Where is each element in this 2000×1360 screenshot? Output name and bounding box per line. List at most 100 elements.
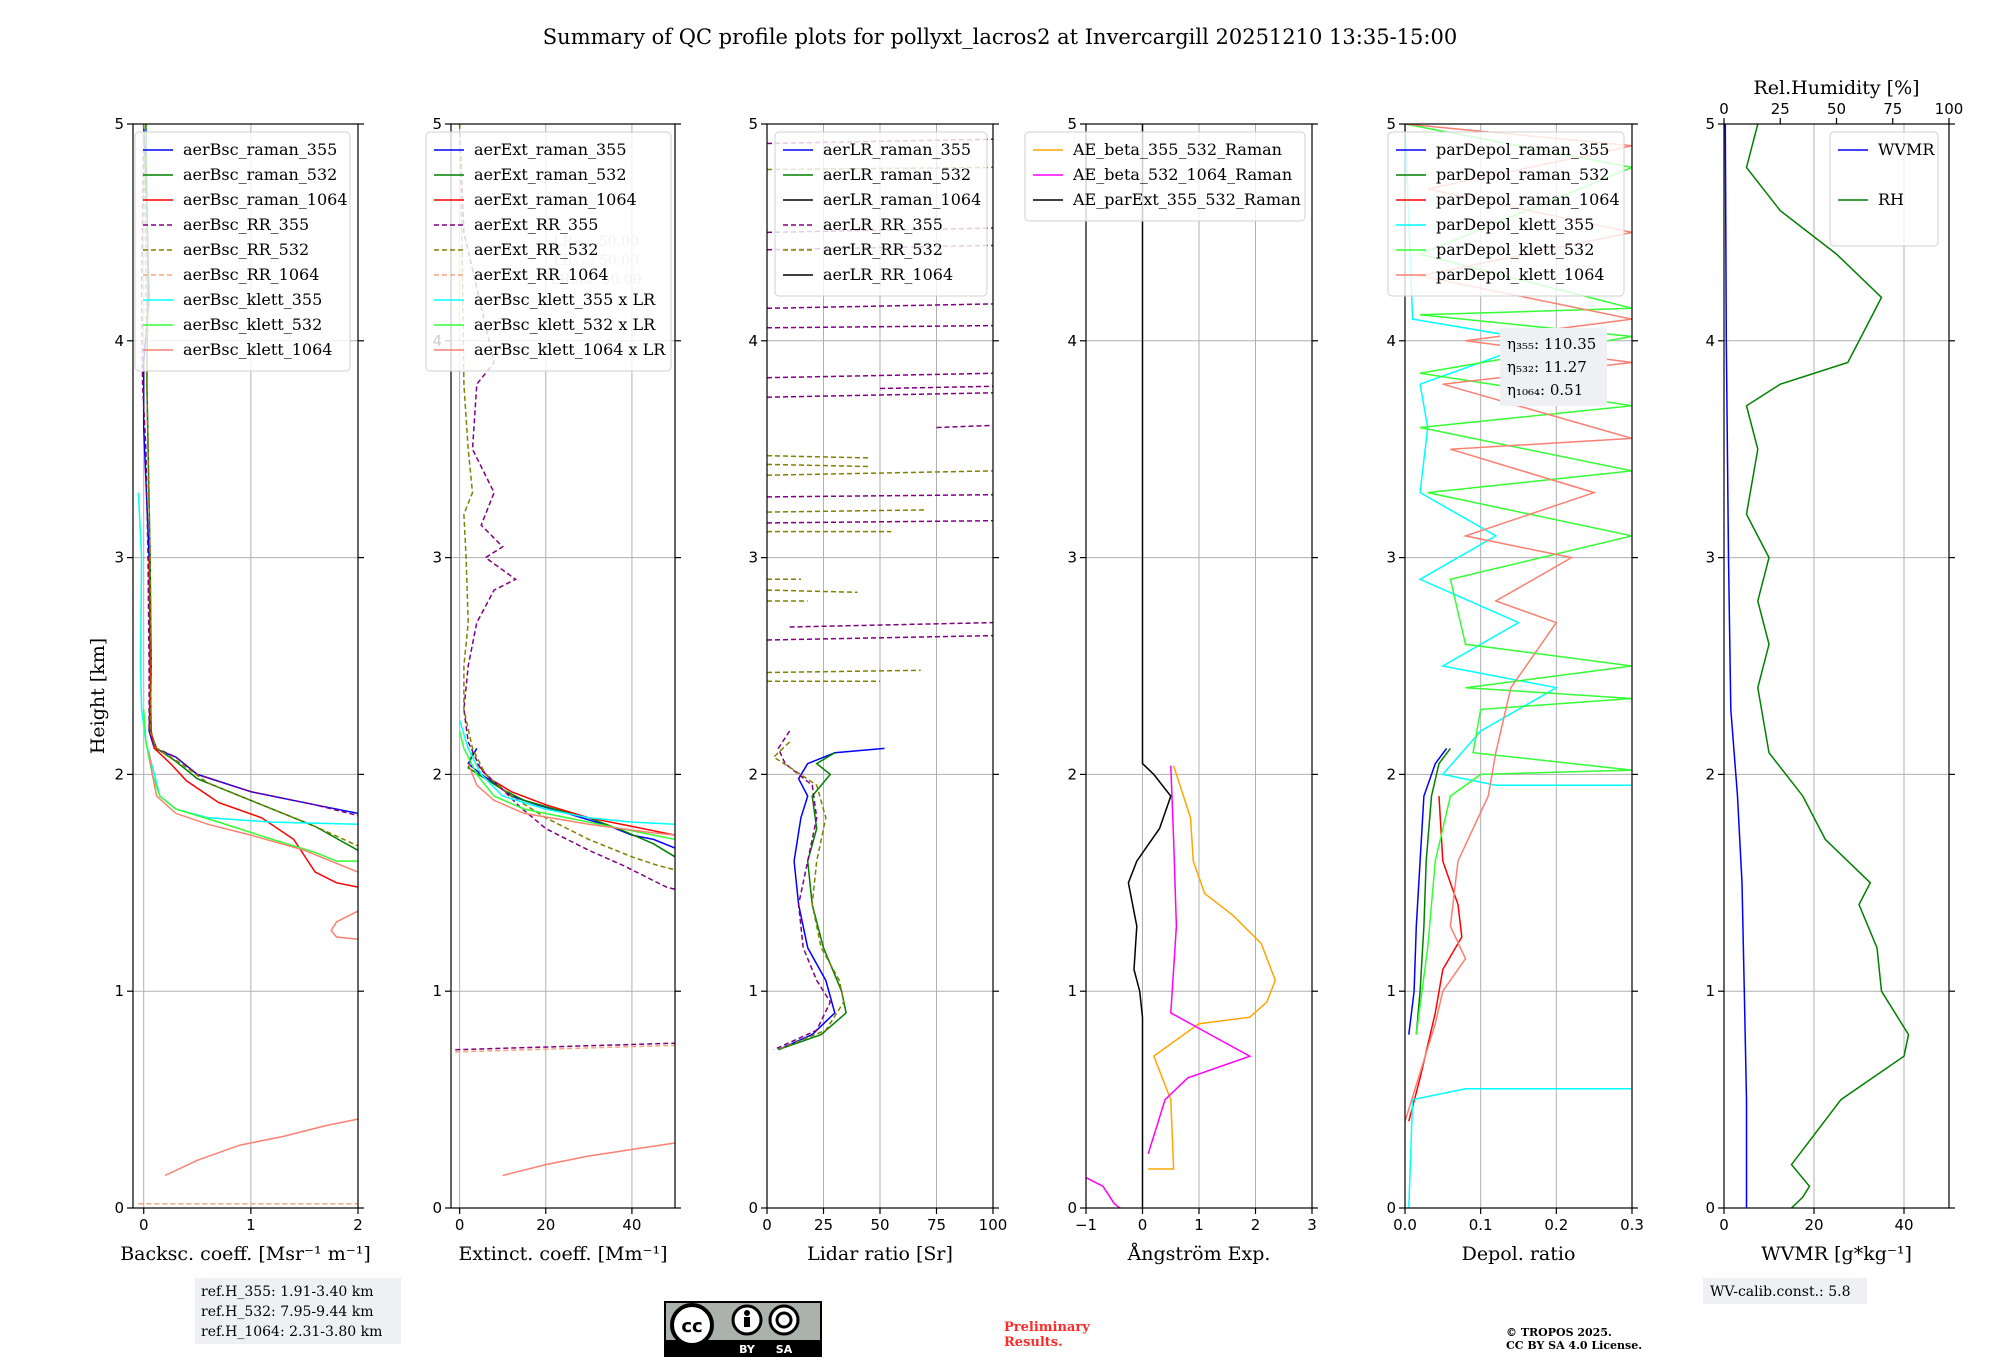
series-line-aerExt_RR_1064 bbox=[455, 1044, 675, 1053]
eta-value: η₅₃₂: 11.27 bbox=[1507, 358, 1587, 376]
legend-label: aerLR_RR_1064 bbox=[823, 265, 953, 284]
series-line-aerExt_RR_355 bbox=[458, 124, 675, 891]
x-axis-label-ae: Ångström Exp. bbox=[1127, 1243, 1271, 1265]
y-tick-label: 4 bbox=[1386, 332, 1396, 350]
series-line-aerLR_RR_355 bbox=[936, 424, 993, 429]
x-tick-label: 20 bbox=[536, 1216, 555, 1234]
axes-frame bbox=[1404, 123, 1633, 1209]
cc-license-badge: cc BY SA bbox=[664, 1301, 822, 1357]
series-line-aerBsc_klett_355 bbox=[137, 492, 358, 826]
legend-label: AE_parExt_355_532_Raman bbox=[1072, 190, 1301, 209]
series-line-AE_parExt_355_532_Raman bbox=[1127, 124, 1172, 1208]
legend-label: aerLR_RR_355 bbox=[823, 215, 943, 234]
x-tick-label: 0.0 bbox=[1393, 1216, 1417, 1234]
x-axis-label-wv: WVMR [g*kg⁻¹] bbox=[1761, 1243, 1912, 1265]
legend-label: parDepol_klett_1064 bbox=[1436, 265, 1605, 284]
x-tick-label: 20 bbox=[1804, 1216, 1823, 1234]
series-line-RH bbox=[1745, 124, 1910, 1208]
series-line-aerLR_RR_355 bbox=[767, 372, 993, 379]
axes-frame bbox=[1723, 123, 1950, 1209]
legend-label: aerBsc_raman_532 bbox=[183, 165, 337, 184]
eta-value: η₃₅₅: 110.35 bbox=[1507, 335, 1596, 353]
top-x-tick-label: 50 bbox=[1827, 100, 1846, 118]
ref-height-355: ref.H_355: 1.91-3.40 km bbox=[201, 1284, 374, 1300]
x-tick-label: −1 bbox=[1075, 1216, 1097, 1234]
legend-label: aerBsc_klett_1064 bbox=[183, 340, 332, 359]
series-line-aerLR_RR_532 bbox=[767, 509, 926, 513]
legend-label: parDepol_raman_532 bbox=[1436, 165, 1609, 184]
x-tick-label: 0 bbox=[1138, 1216, 1148, 1234]
preliminary-label-line1: Preliminary bbox=[1004, 1320, 1090, 1335]
x-tick-label: 0 bbox=[139, 1216, 149, 1234]
y-tick-label: 5 bbox=[114, 115, 124, 133]
x-tick-label: 75 bbox=[927, 1216, 946, 1234]
y-tick-label: 4 bbox=[114, 332, 124, 350]
y-tick-label: 1 bbox=[748, 982, 758, 1000]
panel-bsc: 0 1 2 0 1 2 3 4 5 Backsc. coeff. [Msr⁻¹ m⁻¹] aerBs… bbox=[114, 115, 370, 1265]
y-tick-label: 1 bbox=[1067, 982, 1077, 1000]
share-alike-icon-arc bbox=[775, 1311, 793, 1329]
preliminary-label-line2: Results. bbox=[1004, 1335, 1063, 1350]
share-alike-icon bbox=[768, 1304, 800, 1336]
ref-height-532: ref.H_532: 7.95-9.44 km bbox=[201, 1304, 374, 1320]
y-tick-label: 1 bbox=[1386, 982, 1396, 1000]
series-line-aerLR_RR_355 bbox=[767, 392, 993, 398]
x-tick-label: 0 bbox=[1719, 1216, 1729, 1234]
legend-label: aerExt_RR_355 bbox=[474, 215, 598, 234]
series-line-aerExt_RR_532 bbox=[458, 124, 675, 871]
series-line-aerLR_RR_532 bbox=[772, 741, 845, 1051]
series-line-aerLR_RR_532 bbox=[767, 463, 869, 468]
x-tick-label: 40 bbox=[622, 1216, 641, 1234]
legend-label: parDepol_raman_1064 bbox=[1436, 190, 1620, 209]
legend-label: aerBsc_raman_1064 bbox=[183, 190, 348, 209]
y-tick-label: 1 bbox=[1705, 982, 1715, 1000]
series-group bbox=[455, 124, 675, 1177]
legend-label: aerBsc_RR_355 bbox=[183, 215, 309, 234]
legend-label: aerExt_raman_1064 bbox=[474, 190, 637, 209]
series-line-aerBsc_klett_1064 bbox=[164, 1118, 358, 1177]
series-line-aerExt_RR_355 bbox=[455, 1042, 675, 1051]
series-line-aerLR_RR_355 bbox=[789, 621, 993, 628]
legend-wv: WVMR RH bbox=[1829, 131, 1939, 247]
x-tick-label: 100 bbox=[979, 1216, 1008, 1234]
legend-label: aerBsc_klett_532 bbox=[183, 315, 322, 334]
series-line-aerLR_RR_355 bbox=[767, 634, 993, 641]
series-line-aerBsc_klett_1064 x LR bbox=[502, 1142, 675, 1177]
legend-label: aerBsc_raman_355 bbox=[183, 140, 337, 159]
y-tick-label: 2 bbox=[1705, 765, 1715, 783]
series-group bbox=[1724, 124, 1910, 1208]
y-tick-label: 0 bbox=[1705, 1199, 1715, 1217]
x-tick-label: 50 bbox=[870, 1216, 889, 1234]
legend-box bbox=[1829, 131, 1939, 247]
legend-label: parDepol_klett_532 bbox=[1436, 240, 1594, 259]
x-tick-label: 0 bbox=[455, 1216, 465, 1234]
eta-box: η₃₅₅: 110.35 η₅₃₂: 11.27 η₁₀₆₄: 0.51 bbox=[1500, 328, 1607, 406]
legend-label: aerExt_RR_532 bbox=[474, 240, 598, 259]
legend-label: aerExt_RR_1064 bbox=[474, 265, 609, 284]
series-line-AE_beta_355_532_Raman bbox=[1148, 765, 1277, 1170]
series-line-aerLR_RR_355 bbox=[767, 519, 993, 524]
person-icon-body bbox=[744, 1317, 750, 1327]
copyright-line2: CC BY SA 4.0 License. bbox=[1506, 1339, 1642, 1352]
top-x-tick-label: 0 bbox=[1719, 100, 1729, 118]
y-tick-label: 4 bbox=[748, 332, 758, 350]
axes-frame bbox=[450, 123, 676, 1209]
y-tick-label: 1 bbox=[114, 982, 124, 1000]
series-line-aerLR_RR_355 bbox=[767, 303, 993, 310]
series-group bbox=[767, 138, 993, 1051]
legend-box bbox=[774, 131, 988, 297]
legend-label: WVMR bbox=[1878, 140, 1935, 159]
series-line-aerExt_raman_1064 bbox=[476, 763, 675, 836]
legend-lr: aerLR_raman_355 aerLR_raman_532 aerLR_rama… bbox=[774, 131, 988, 297]
series-line-parDepol_raman_532 bbox=[1415, 747, 1452, 1035]
series-line-parDepol_raman_1064 bbox=[1408, 796, 1463, 1122]
legend-label: aerBsc_klett_355 bbox=[183, 290, 322, 309]
series-line-aerLR_RR_355 bbox=[767, 493, 993, 498]
legend-label: aerExt_raman_532 bbox=[474, 165, 627, 184]
y-tick-label: 5 bbox=[1067, 115, 1077, 133]
legend-ae: AE_beta_355_532_Raman AE_beta_532_1064_Ra… bbox=[1024, 131, 1306, 222]
x-tick-label: 1 bbox=[246, 1216, 256, 1234]
y-tick-label: 2 bbox=[432, 765, 442, 783]
y-tick-label: 4 bbox=[1705, 332, 1715, 350]
